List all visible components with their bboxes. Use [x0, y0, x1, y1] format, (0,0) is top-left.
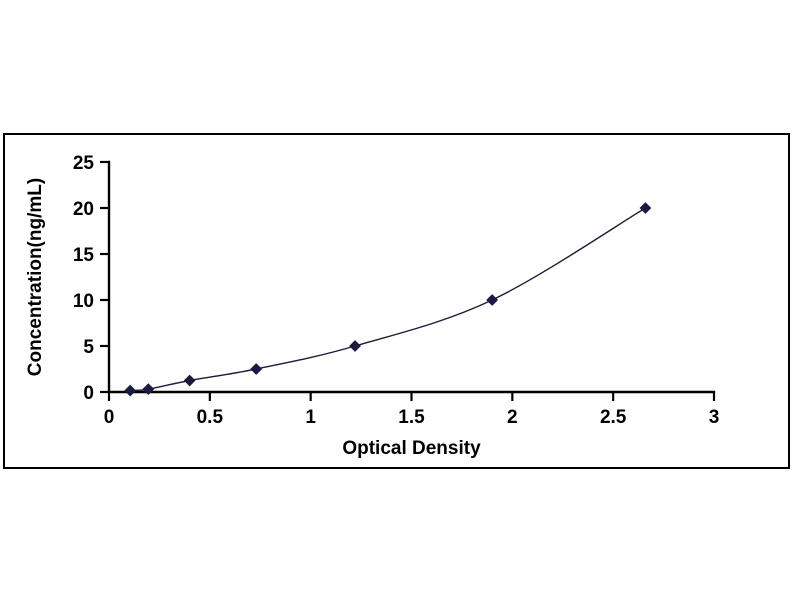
x-axis-tick-label: 2	[507, 407, 518, 428]
data-point-marker	[142, 383, 155, 396]
x-axis-tick-label: 0	[104, 407, 115, 428]
y-axis-tick-label: 15	[73, 245, 95, 266]
series-line-standard-curve	[130, 207, 646, 392]
x-axis-tick-label: 1	[305, 407, 316, 428]
y-axis-title: Concentration(ng/mL)	[25, 178, 46, 376]
chart-axes	[107, 160, 716, 394]
data-point-marker	[250, 363, 263, 375]
chart-svg: 0 5 10 15 20 25 0 0.5 1 1.5 2 2.5 3 Optical Density Co…	[25, 153, 720, 459]
data-point-marker	[183, 374, 196, 387]
data-point-marker	[349, 340, 361, 352]
standard-curve-chart: 0 5 10 15 20 25 0 0.5 1 1.5 2 2.5 3 Optical Density Co…	[5, 135, 788, 467]
x-axis-tick-label: 2.5	[600, 407, 627, 428]
x-axis-tick-label: 3	[709, 407, 720, 428]
y-axis-tick-label: 10	[73, 291, 94, 312]
x-axis-tick-label: 1.5	[398, 407, 425, 428]
x-axis-title: Optical Density	[342, 438, 481, 459]
y-axis-tick-label: 5	[83, 337, 94, 358]
x-axis-tick-label: 0.5	[197, 407, 224, 428]
y-axis-tick-label: 0	[83, 383, 94, 404]
data-point-marker	[486, 294, 499, 306]
y-axis-tick-label: 20	[73, 199, 94, 220]
data-point-marker	[124, 384, 137, 397]
data-point-marker	[639, 202, 652, 214]
y-axis-tick-label: 25	[73, 153, 95, 174]
figure-frame: 0 5 10 15 20 25 0 0.5 1 1.5 2 2.5 3 Optical Density Co…	[3, 133, 790, 469]
